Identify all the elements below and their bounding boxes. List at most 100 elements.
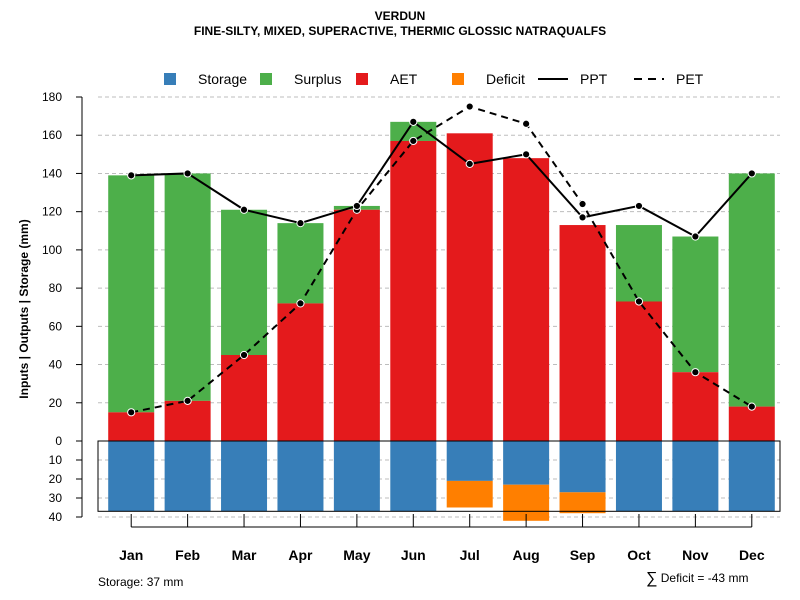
storage-bar xyxy=(221,441,268,512)
x-tick-label: Apr xyxy=(288,547,313,563)
pet-point xyxy=(239,350,249,360)
aet-bar xyxy=(390,140,437,441)
storage-note: Storage: 37 mm xyxy=(98,575,184,589)
storage-tick-label: 10 xyxy=(49,453,63,467)
pet-point xyxy=(691,368,700,377)
y-tick-label: 80 xyxy=(49,281,63,295)
pet-point xyxy=(634,297,644,306)
surplus-bar xyxy=(164,173,211,401)
ppt-point xyxy=(465,159,474,168)
aet-bar xyxy=(333,209,380,441)
ppt-line xyxy=(131,120,753,238)
x-tick-label: Jun xyxy=(401,547,426,563)
aet-bar xyxy=(277,303,324,441)
ppt-point xyxy=(634,201,644,211)
storage-tick-label: 40 xyxy=(49,510,63,524)
ppt-point xyxy=(578,213,587,222)
deficit-note-text: Deficit = -43 mm xyxy=(660,571,749,585)
lines xyxy=(127,102,756,417)
ppt-point xyxy=(127,171,136,180)
storage-bar xyxy=(728,441,775,512)
storage-tick-label: 20 xyxy=(49,472,63,486)
legend-label-surplus: Surplus xyxy=(294,71,341,87)
deficit-bar xyxy=(446,480,493,508)
surplus-bar xyxy=(221,209,268,355)
legend-swatch-aet xyxy=(356,73,368,85)
x-tick-label: Dec xyxy=(739,547,765,563)
legend-swatch-surplus xyxy=(260,73,272,85)
axes: 0 20 40 60 80 100 120 140 160 180 10 20 30 40 Jan Feb Ma… xyxy=(42,90,780,563)
storage-bar xyxy=(615,441,662,512)
pet-point xyxy=(578,199,587,209)
aet-bar xyxy=(108,412,155,441)
x-tick-label: Aug xyxy=(513,547,540,563)
storage-bar xyxy=(277,441,324,512)
pet-point xyxy=(747,402,756,411)
aet-bar xyxy=(728,406,775,441)
ppt-point xyxy=(183,169,192,178)
ppt-point xyxy=(239,205,249,214)
surplus-bar xyxy=(728,173,775,407)
surplus-bar xyxy=(390,121,437,141)
y-tick-label: 0 xyxy=(55,434,62,448)
storage-tick-label: 30 xyxy=(49,491,63,505)
aet-bar xyxy=(446,133,493,442)
ppt-point xyxy=(409,117,418,126)
ppt-point xyxy=(747,169,756,178)
sigma-symbol: ∑ xyxy=(646,570,658,587)
pet-point xyxy=(465,102,474,111)
legend-swatch-storage xyxy=(164,73,176,85)
ppt-point xyxy=(296,219,305,228)
x-tick-label: Sep xyxy=(570,547,596,563)
y-tick-label: 100 xyxy=(42,243,62,257)
x-tick-label: Jan xyxy=(119,547,143,563)
y-tick-label: 180 xyxy=(42,90,62,104)
aet-bar xyxy=(615,301,662,441)
deficit-bar xyxy=(559,492,606,514)
storage-bar xyxy=(333,441,380,512)
x-tick-label: Oct xyxy=(627,547,651,563)
aet-bar xyxy=(164,400,211,441)
bars xyxy=(108,121,775,442)
storage-bar xyxy=(503,441,550,485)
aet-bar xyxy=(503,158,550,441)
y-tick-label: 20 xyxy=(49,396,63,410)
aet-bar xyxy=(672,372,719,441)
surplus-bar xyxy=(277,223,324,304)
legend-label-storage: Storage xyxy=(198,71,247,87)
x-tick-label: Mar xyxy=(232,547,257,563)
y-tick-label: 40 xyxy=(49,358,63,372)
x-tick-label: May xyxy=(343,547,370,563)
chart-title: VERDUN xyxy=(374,9,426,23)
y-tick-label: 120 xyxy=(42,205,62,219)
gridlines xyxy=(98,96,780,518)
legend: Storage Surplus AET Deficit PPT PET xyxy=(164,71,704,87)
deficit-note: ∑ Deficit = -43 mm xyxy=(646,570,748,588)
storage-panel xyxy=(97,440,781,521)
storage-bar xyxy=(108,441,155,512)
ppt-point xyxy=(522,150,531,159)
legend-label-ppt: PPT xyxy=(580,71,608,87)
y-tick-label: 60 xyxy=(49,319,63,333)
surplus-bar xyxy=(672,236,719,373)
pet-point xyxy=(409,136,418,146)
y-tick-label: 160 xyxy=(42,128,62,142)
aet-bar xyxy=(559,225,606,441)
x-tick-label: Nov xyxy=(682,547,709,563)
pet-point xyxy=(522,119,531,128)
legend-label-pet: PET xyxy=(676,71,704,87)
legend-swatch-deficit xyxy=(452,73,464,85)
x-tick-label: Jul xyxy=(460,547,480,563)
storage-bar xyxy=(672,441,719,512)
storage-bar xyxy=(559,441,606,493)
y-axis-label: Inputs | Outputs | Storage (mm) xyxy=(17,219,31,398)
pet-line xyxy=(131,105,753,414)
storage-bar xyxy=(446,441,493,481)
chart-subtitle: FINE-SILTY, MIXED, SUPERACTIVE, THERMIC … xyxy=(193,24,607,38)
legend-label-aet: AET xyxy=(390,71,418,87)
pet-point xyxy=(296,299,305,308)
surplus-bar xyxy=(615,225,662,302)
ppt-point xyxy=(691,232,700,241)
storage-bar xyxy=(164,441,211,512)
